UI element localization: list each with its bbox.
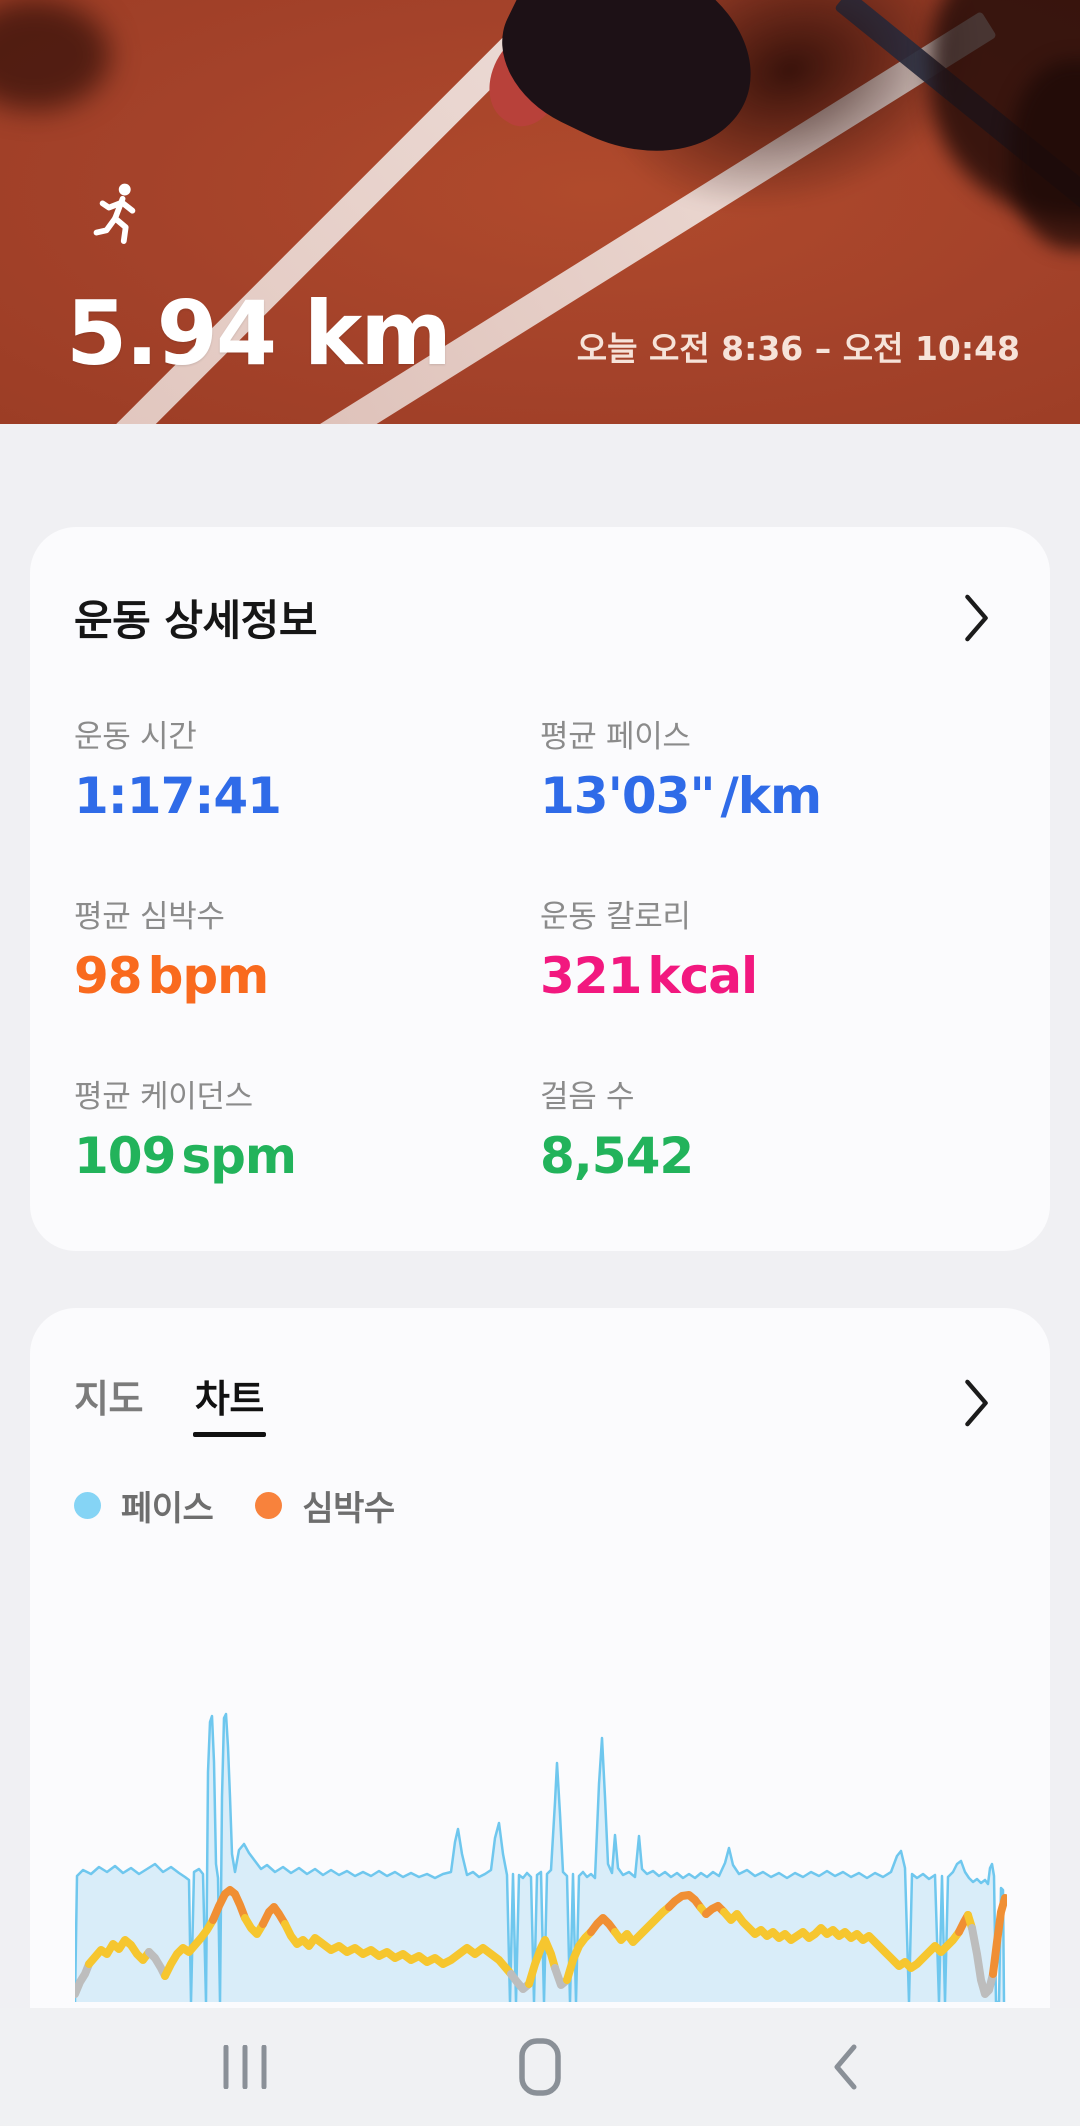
stat-label: 운동 칼로리 [540, 899, 691, 935]
tabs: 지도 차트 [74, 1368, 266, 1437]
back-button[interactable] [785, 2008, 905, 2126]
workout-chart-svg[interactable] [75, 1702, 1007, 2002]
stat-value: 321 kcal [540, 947, 758, 1005]
stat-calories: 운동 칼로리 321 kcal [540, 898, 1006, 1004]
pace-heart-rate-chart[interactable] [75, 1702, 1007, 2002]
recents-icon [223, 2045, 267, 2089]
stat-steps: 걸음 수 8,542 [540, 1078, 1006, 1184]
chart-legend: 페이스 심박수 [74, 1481, 1006, 1530]
stat-avg-heart-rate: 평균 심박수 98 bpm [74, 898, 540, 1004]
heart-rate-dot-icon [255, 1492, 283, 1519]
workout-details-card: 운동 상세정보 운동 시간 1:17:41 평균 페이스 13'03"/km 평… [30, 527, 1050, 1251]
card-title: 운동 상세정보 [74, 596, 317, 645]
runner-icon [93, 183, 136, 244]
stat-value: 8,542 [540, 1127, 694, 1185]
stat-avg-cadence: 평균 케이던스 109 spm [74, 1078, 540, 1184]
legend-pace: 페이스 [74, 1481, 214, 1530]
home-button[interactable] [480, 2008, 600, 2126]
pace-dot-icon [74, 1492, 101, 1519]
workout-details-header[interactable]: 운동 상세정보 [74, 587, 1006, 648]
stat-label: 평균 페이스 [540, 719, 691, 755]
stat-value: 1:17:41 [74, 767, 282, 825]
chevron-right-icon[interactable] [964, 1378, 990, 1428]
legend-label: 페이스 [121, 1489, 214, 1529]
tab-map[interactable]: 지도 [74, 1377, 143, 1421]
chevron-right-icon[interactable] [964, 593, 990, 643]
recents-button[interactable] [185, 2008, 305, 2126]
stat-label: 평균 심박수 [74, 899, 225, 935]
stat-duration: 운동 시간 1:17:41 [74, 718, 540, 824]
stats-grid: 운동 시간 1:17:41 평균 페이스 13'03"/km 평균 심박수 98… [74, 718, 1006, 1184]
stat-label: 걸음 수 [540, 1079, 635, 1115]
map-chart-header: 지도 차트 [74, 1368, 1006, 1437]
stat-value: 13'03"/km [540, 767, 822, 825]
stat-avg-pace: 평균 페이스 13'03"/km [540, 718, 1006, 824]
stat-value: 109 spm [74, 1127, 297, 1185]
system-navigation-bar [0, 2008, 1080, 2126]
legend-label: 심박수 [302, 1489, 395, 1529]
stat-label: 평균 케이던스 [74, 1079, 253, 1115]
map-chart-card: 지도 차트 페이스 심박수 [30, 1308, 1050, 2126]
runner-shadow [0, 0, 110, 110]
stat-value: 98 bpm [74, 947, 269, 1005]
stat-label: 운동 시간 [74, 719, 197, 755]
back-icon [834, 2044, 857, 2090]
workout-time-range: 오늘 오전 8:36 – 오전 10:48 [576, 329, 1020, 368]
workout-distance: 5.94 km [66, 282, 452, 385]
home-icon [519, 2038, 561, 2096]
legend-heart-rate: 심박수 [255, 1481, 395, 1530]
hero-banner: 5.94 km 오늘 오전 8:36 – 오전 10:48 [0, 0, 1080, 424]
tab-chart[interactable]: 차트 [192, 1368, 266, 1437]
